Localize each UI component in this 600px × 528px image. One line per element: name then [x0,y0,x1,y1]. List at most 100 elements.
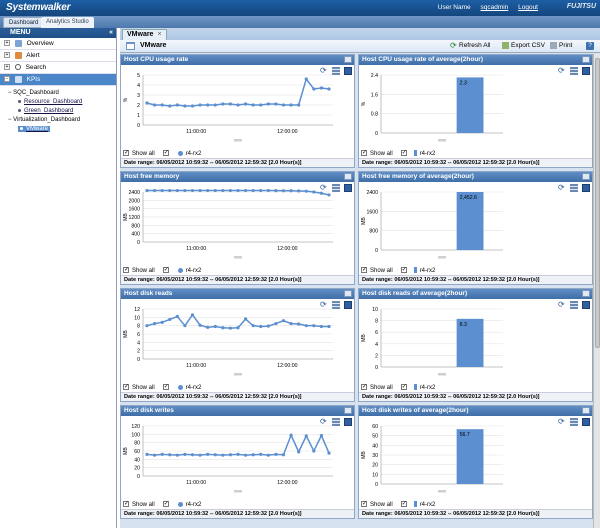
show-all-checkbox[interactable] [361,148,367,158]
minimize-icon[interactable] [582,407,590,414]
close-icon[interactable]: × [157,31,162,38]
series-checkbox[interactable] [162,382,169,392]
data-point [274,321,278,326]
chart-scroll-handle[interactable] [438,490,446,493]
show-all-checkbox[interactable] [361,382,367,392]
save-icon[interactable] [344,67,352,75]
table-view-icon[interactable] [570,184,578,192]
tree-item-vmware[interactable]: VMware [0,125,116,134]
show-all-checkbox[interactable] [361,499,367,509]
series-checkbox[interactable] [162,265,169,275]
show-all-checkbox[interactable] [123,265,129,275]
tab-dashboard[interactable]: Dashboard [3,17,45,28]
sidebar-item-alert[interactable]: + Alert [0,50,116,62]
logout-link[interactable]: Logout [518,4,538,11]
legend-series-label: r4-rx2 [419,385,436,391]
expand-icon[interactable]: + [4,52,10,59]
series-checkbox[interactable] [400,499,407,509]
y-tick-label: 30 [372,453,378,459]
vertical-scrollbar[interactable] [593,54,600,528]
refresh-icon[interactable]: ⟳ [558,300,565,309]
print-button[interactable]: Print [550,42,572,49]
sidebar-item-search[interactable]: + Search [0,62,116,74]
table-view-icon[interactable] [332,301,340,309]
refresh-icon[interactable]: ⟳ [320,417,327,426]
double-chevron-left-icon[interactable]: « [109,29,113,36]
refresh-icon[interactable]: ⟳ [558,183,565,192]
tree-group-virtualization[interactable]: − Virtualization_Dashboard [8,117,81,123]
show-all-checkbox[interactable] [123,148,129,158]
date-range: Date range: 06/05/2012 10:59:32 -- 06/05… [121,275,354,284]
save-icon[interactable] [582,184,590,192]
minimize-icon[interactable] [344,173,352,180]
minimize-icon[interactable] [582,173,590,180]
bar [456,192,484,250]
minimize-icon[interactable] [344,56,352,63]
series-checkbox[interactable] [400,148,407,158]
series-checkbox[interactable] [162,148,169,158]
table-view-icon[interactable] [332,67,340,75]
save-icon[interactable] [582,418,590,426]
minimize-icon[interactable] [582,56,590,63]
dashboard-icon [126,42,135,50]
y-tick-label: 8 [137,324,140,330]
legend-row: Show all r4-rx2 [361,382,436,393]
refresh-icon[interactable]: ⟳ [320,66,327,75]
export-csv-button[interactable]: Export CSV [502,42,545,49]
refresh-all-button[interactable]: ⟳ Refresh All [450,42,490,50]
table-view-icon[interactable] [570,301,578,309]
table-view-icon[interactable] [570,418,578,426]
y-tick-label: 6 [375,330,378,336]
help-icon[interactable]: ? [586,42,594,50]
table-view-icon[interactable] [332,418,340,426]
sidebar-item-overview[interactable]: + Overview [0,38,116,50]
show-all-checkbox[interactable] [361,265,367,275]
series-checkbox[interactable] [400,265,407,275]
save-icon[interactable] [582,67,590,75]
sidebar-menu: MENU « + Overview + Alert + Search − KPI… [0,28,117,528]
expand-icon[interactable]: + [4,64,10,71]
chart-scroll-handle[interactable] [234,490,242,493]
y-tick-label: 4 [137,83,140,89]
refresh-icon[interactable]: ⟳ [320,183,327,192]
expand-icon[interactable]: + [4,40,10,47]
table-view-icon[interactable] [332,184,340,192]
legend-row: Show all r4-rx2 [123,148,201,159]
refresh-icon[interactable]: ⟳ [558,66,565,75]
chart-scroll-handle[interactable] [234,373,242,376]
table-view-icon[interactable] [570,67,578,75]
refresh-icon[interactable]: ⟳ [558,417,565,426]
tab-vmware[interactable]: VMware × [122,29,167,40]
minimize-icon[interactable] [344,407,352,414]
chart-scroll-handle[interactable] [438,256,446,259]
minimize-icon[interactable] [582,290,590,297]
user-name-link[interactable]: sqcadmin [480,4,509,11]
chart-scroll-handle[interactable] [438,139,446,142]
save-icon[interactable] [344,418,352,426]
save-icon[interactable] [344,184,352,192]
chart-scroll-handle[interactable] [234,139,242,142]
collapse-icon[interactable]: − [4,76,10,83]
series-checkbox[interactable] [162,499,169,509]
show-all-checkbox[interactable] [123,382,129,392]
tree-item-resource-dashboard[interactable]: Resource_Dashboard [0,98,116,107]
save-icon[interactable] [582,301,590,309]
minimize-icon[interactable] [344,290,352,297]
tab-analytics-studio[interactable]: Analytics Studio [41,17,94,28]
chart-title-text: Host disk writes [124,407,174,414]
chart-card-host-free-memory-of-average-2hour: Host free memory of average(2hour) ⟳ MB 240… [358,171,593,285]
y-axis-label: % [361,101,367,106]
y-axis-label: MB [123,330,129,338]
save-icon[interactable] [344,301,352,309]
data-point [297,322,301,326]
scrollbar-thumb[interactable] [595,58,600,348]
sidebar-item-kpis[interactable]: − KPIs [0,74,116,86]
tree-group-sqc[interactable]: − SQC_Dashboard [8,90,59,96]
chart-scroll-handle[interactable] [234,256,242,259]
series-checkbox[interactable] [400,382,407,392]
refresh-icon[interactable]: ⟳ [320,300,327,309]
chart-scroll-handle[interactable] [438,373,446,376]
series-line [146,77,330,107]
show-all-checkbox[interactable] [123,499,129,509]
tree-item-green-dashboard[interactable]: Green_Dashboard [0,107,116,116]
